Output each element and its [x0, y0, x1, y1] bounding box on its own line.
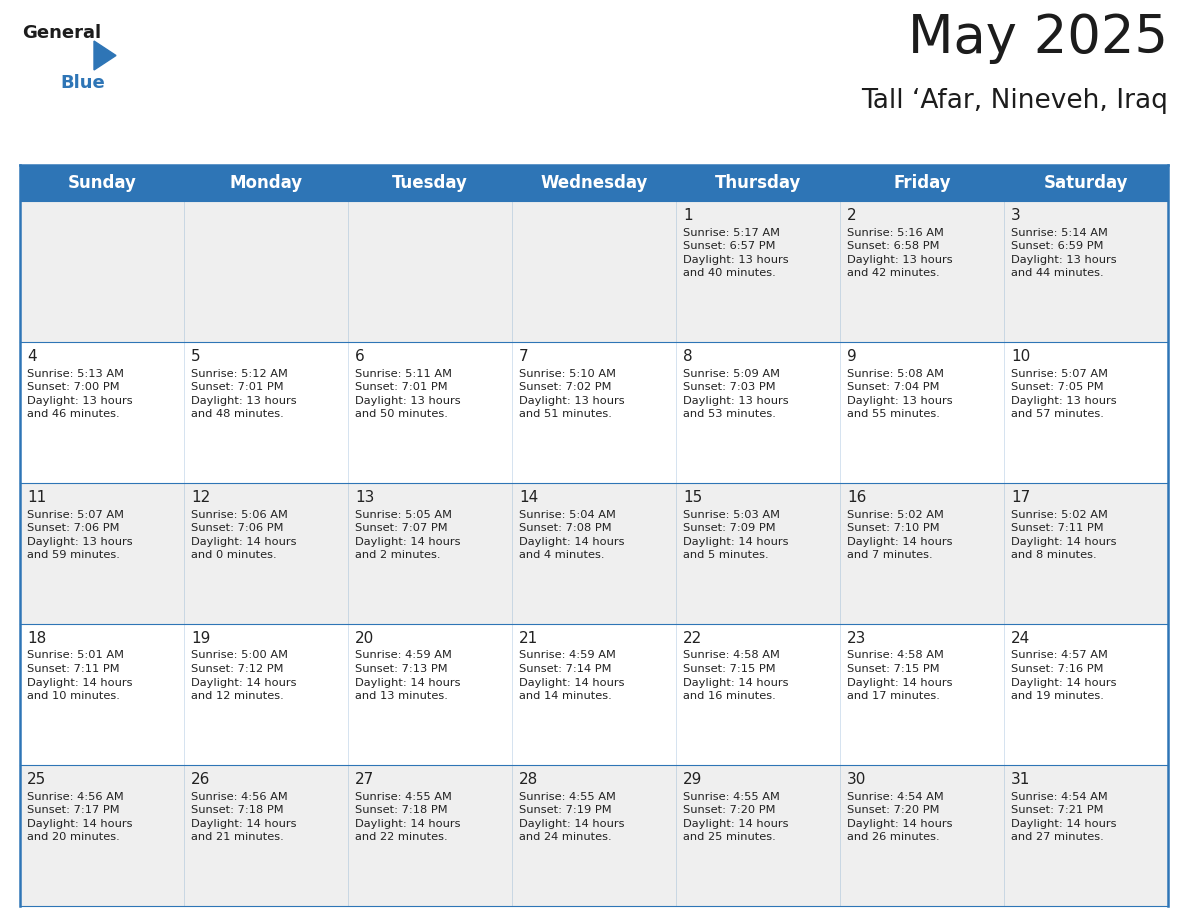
Text: May 2025: May 2025: [908, 12, 1168, 64]
Text: Sunrise: 5:06 AM
Sunset: 7:06 PM
Daylight: 14 hours
and 0 minutes.: Sunrise: 5:06 AM Sunset: 7:06 PM Dayligh…: [191, 509, 297, 560]
Text: 5: 5: [191, 349, 201, 364]
Text: Sunrise: 5:02 AM
Sunset: 7:11 PM
Daylight: 14 hours
and 8 minutes.: Sunrise: 5:02 AM Sunset: 7:11 PM Dayligh…: [1011, 509, 1117, 560]
Text: Wednesday: Wednesday: [541, 174, 647, 192]
Text: 24: 24: [1011, 631, 1030, 646]
Text: 6: 6: [355, 349, 365, 364]
Text: Saturday: Saturday: [1044, 174, 1129, 192]
Text: Sunrise: 5:10 AM
Sunset: 7:02 PM
Daylight: 13 hours
and 51 minutes.: Sunrise: 5:10 AM Sunset: 7:02 PM Dayligh…: [519, 368, 625, 420]
Text: 16: 16: [847, 490, 866, 505]
Text: 14: 14: [519, 490, 538, 505]
Text: Blue: Blue: [61, 74, 105, 92]
Text: 27: 27: [355, 772, 374, 787]
Text: Sunrise: 5:09 AM
Sunset: 7:03 PM
Daylight: 13 hours
and 53 minutes.: Sunrise: 5:09 AM Sunset: 7:03 PM Dayligh…: [683, 368, 789, 420]
Text: Sunday: Sunday: [68, 174, 137, 192]
Text: Sunrise: 5:13 AM
Sunset: 7:00 PM
Daylight: 13 hours
and 46 minutes.: Sunrise: 5:13 AM Sunset: 7:00 PM Dayligh…: [27, 368, 133, 420]
Text: 1: 1: [683, 208, 693, 223]
Text: Sunrise: 4:59 AM
Sunset: 7:13 PM
Daylight: 14 hours
and 13 minutes.: Sunrise: 4:59 AM Sunset: 7:13 PM Dayligh…: [355, 651, 461, 701]
Text: Sunrise: 5:05 AM
Sunset: 7:07 PM
Daylight: 14 hours
and 2 minutes.: Sunrise: 5:05 AM Sunset: 7:07 PM Dayligh…: [355, 509, 461, 560]
Bar: [20, 483, 1168, 624]
Text: Friday: Friday: [893, 174, 950, 192]
Text: Monday: Monday: [229, 174, 303, 192]
Text: Sunrise: 5:14 AM
Sunset: 6:59 PM
Daylight: 13 hours
and 44 minutes.: Sunrise: 5:14 AM Sunset: 6:59 PM Dayligh…: [1011, 228, 1117, 278]
Text: 8: 8: [683, 349, 693, 364]
Text: Sunrise: 5:07 AM
Sunset: 7:05 PM
Daylight: 13 hours
and 57 minutes.: Sunrise: 5:07 AM Sunset: 7:05 PM Dayligh…: [1011, 368, 1117, 420]
Bar: [20, 201, 1168, 342]
Text: Sunrise: 5:01 AM
Sunset: 7:11 PM
Daylight: 14 hours
and 10 minutes.: Sunrise: 5:01 AM Sunset: 7:11 PM Dayligh…: [27, 651, 133, 701]
Text: 9: 9: [847, 349, 857, 364]
Text: 3: 3: [1011, 208, 1020, 223]
Text: 31: 31: [1011, 772, 1030, 787]
Text: 15: 15: [683, 490, 702, 505]
Text: Sunrise: 4:58 AM
Sunset: 7:15 PM
Daylight: 14 hours
and 17 minutes.: Sunrise: 4:58 AM Sunset: 7:15 PM Dayligh…: [847, 651, 953, 701]
Text: Sunrise: 4:54 AM
Sunset: 7:20 PM
Daylight: 14 hours
and 26 minutes.: Sunrise: 4:54 AM Sunset: 7:20 PM Dayligh…: [847, 791, 953, 843]
Text: 13: 13: [355, 490, 374, 505]
Text: Sunrise: 4:55 AM
Sunset: 7:19 PM
Daylight: 14 hours
and 24 minutes.: Sunrise: 4:55 AM Sunset: 7:19 PM Dayligh…: [519, 791, 625, 843]
Text: Sunrise: 5:02 AM
Sunset: 7:10 PM
Daylight: 14 hours
and 7 minutes.: Sunrise: 5:02 AM Sunset: 7:10 PM Dayligh…: [847, 509, 953, 560]
Text: 2: 2: [847, 208, 857, 223]
Text: Sunrise: 5:00 AM
Sunset: 7:12 PM
Daylight: 14 hours
and 12 minutes.: Sunrise: 5:00 AM Sunset: 7:12 PM Dayligh…: [191, 651, 297, 701]
Text: Sunrise: 5:03 AM
Sunset: 7:09 PM
Daylight: 14 hours
and 5 minutes.: Sunrise: 5:03 AM Sunset: 7:09 PM Dayligh…: [683, 509, 789, 560]
Bar: [20, 765, 1168, 906]
Text: Sunrise: 5:07 AM
Sunset: 7:06 PM
Daylight: 13 hours
and 59 minutes.: Sunrise: 5:07 AM Sunset: 7:06 PM Dayligh…: [27, 509, 133, 560]
Text: 30: 30: [847, 772, 866, 787]
Text: General: General: [23, 24, 101, 42]
Text: 28: 28: [519, 772, 538, 787]
Text: Sunrise: 4:58 AM
Sunset: 7:15 PM
Daylight: 14 hours
and 16 minutes.: Sunrise: 4:58 AM Sunset: 7:15 PM Dayligh…: [683, 651, 789, 701]
Bar: [20, 624, 1168, 765]
Text: 4: 4: [27, 349, 37, 364]
Text: 22: 22: [683, 631, 702, 646]
Text: Sunrise: 5:04 AM
Sunset: 7:08 PM
Daylight: 14 hours
and 4 minutes.: Sunrise: 5:04 AM Sunset: 7:08 PM Dayligh…: [519, 509, 625, 560]
Text: 23: 23: [847, 631, 866, 646]
Bar: [20, 342, 1168, 483]
Polygon shape: [94, 41, 116, 70]
Text: 29: 29: [683, 772, 702, 787]
Text: 25: 25: [27, 772, 46, 787]
Bar: [20, 165, 1168, 201]
Text: Thursday: Thursday: [715, 174, 801, 192]
Text: 18: 18: [27, 631, 46, 646]
Text: Sunrise: 5:17 AM
Sunset: 6:57 PM
Daylight: 13 hours
and 40 minutes.: Sunrise: 5:17 AM Sunset: 6:57 PM Dayligh…: [683, 228, 789, 278]
Text: Sunrise: 4:54 AM
Sunset: 7:21 PM
Daylight: 14 hours
and 27 minutes.: Sunrise: 4:54 AM Sunset: 7:21 PM Dayligh…: [1011, 791, 1117, 843]
Text: 19: 19: [191, 631, 210, 646]
Text: Sunrise: 5:11 AM
Sunset: 7:01 PM
Daylight: 13 hours
and 50 minutes.: Sunrise: 5:11 AM Sunset: 7:01 PM Dayligh…: [355, 368, 461, 420]
Text: 21: 21: [519, 631, 538, 646]
Text: Sunrise: 4:56 AM
Sunset: 7:17 PM
Daylight: 14 hours
and 20 minutes.: Sunrise: 4:56 AM Sunset: 7:17 PM Dayligh…: [27, 791, 133, 843]
Text: Sunrise: 5:08 AM
Sunset: 7:04 PM
Daylight: 13 hours
and 55 minutes.: Sunrise: 5:08 AM Sunset: 7:04 PM Dayligh…: [847, 368, 953, 420]
Text: 17: 17: [1011, 490, 1030, 505]
Text: 26: 26: [191, 772, 210, 787]
Text: Tall ‘Afar, Nineveh, Iraq: Tall ‘Afar, Nineveh, Iraq: [861, 88, 1168, 114]
Text: Sunrise: 4:56 AM
Sunset: 7:18 PM
Daylight: 14 hours
and 21 minutes.: Sunrise: 4:56 AM Sunset: 7:18 PM Dayligh…: [191, 791, 297, 843]
Text: 7: 7: [519, 349, 529, 364]
Text: 11: 11: [27, 490, 46, 505]
Text: Sunrise: 5:12 AM
Sunset: 7:01 PM
Daylight: 13 hours
and 48 minutes.: Sunrise: 5:12 AM Sunset: 7:01 PM Dayligh…: [191, 368, 297, 420]
Text: Sunrise: 4:57 AM
Sunset: 7:16 PM
Daylight: 14 hours
and 19 minutes.: Sunrise: 4:57 AM Sunset: 7:16 PM Dayligh…: [1011, 651, 1117, 701]
Text: Sunrise: 5:16 AM
Sunset: 6:58 PM
Daylight: 13 hours
and 42 minutes.: Sunrise: 5:16 AM Sunset: 6:58 PM Dayligh…: [847, 228, 953, 278]
Text: Tuesday: Tuesday: [392, 174, 468, 192]
Text: Sunrise: 4:55 AM
Sunset: 7:18 PM
Daylight: 14 hours
and 22 minutes.: Sunrise: 4:55 AM Sunset: 7:18 PM Dayligh…: [355, 791, 461, 843]
Text: 10: 10: [1011, 349, 1030, 364]
Text: Sunrise: 4:59 AM
Sunset: 7:14 PM
Daylight: 14 hours
and 14 minutes.: Sunrise: 4:59 AM Sunset: 7:14 PM Dayligh…: [519, 651, 625, 701]
Text: 12: 12: [191, 490, 210, 505]
Text: Sunrise: 4:55 AM
Sunset: 7:20 PM
Daylight: 14 hours
and 25 minutes.: Sunrise: 4:55 AM Sunset: 7:20 PM Dayligh…: [683, 791, 789, 843]
Text: 20: 20: [355, 631, 374, 646]
